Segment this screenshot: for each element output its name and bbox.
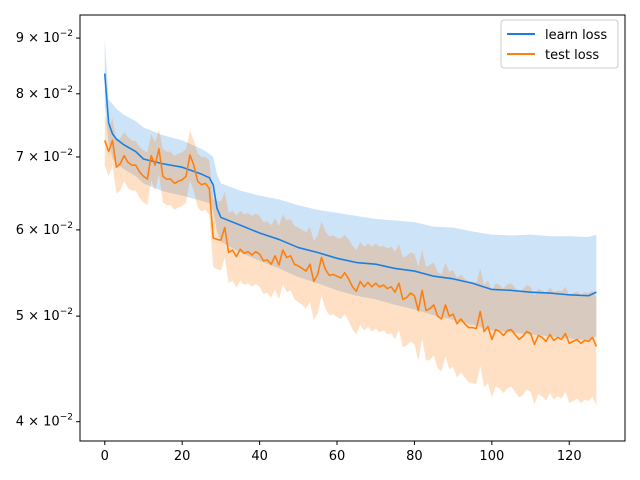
test-loss-line xyxy=(104,139,598,347)
y-tick-label: 4 × 10−2 xyxy=(16,413,73,430)
legend-box xyxy=(500,19,619,69)
x-tick-label: 60 xyxy=(329,449,346,464)
learn-loss-band xyxy=(104,39,597,341)
axes-frame xyxy=(79,14,626,442)
x-axis: 0 20 40 60 80 100 120 xyxy=(101,441,582,464)
x-tick-label: 40 xyxy=(251,449,268,464)
x-tick-label: 100 xyxy=(479,449,504,464)
y-tick-label: 9 × 10−2 xyxy=(16,29,73,46)
y-tick-label: 7 × 10−2 xyxy=(16,148,73,165)
legend-label-learn-loss: learn loss xyxy=(545,28,607,43)
legend-label-test-loss: test loss xyxy=(545,48,599,63)
y-tick-label: 6 × 10−2 xyxy=(16,221,73,238)
x-tick-label: 0 xyxy=(101,449,109,464)
x-tick-label: 20 xyxy=(174,449,191,464)
series-lines xyxy=(103,73,598,347)
y-tick-label: 5 × 10−2 xyxy=(16,307,73,324)
learn-loss-line xyxy=(103,73,597,297)
y-axis: 4 × 10−2 5 × 10−2 6 × 10−2 7 × 10−2 8 × 10−2… xyxy=(16,29,80,430)
legend: learn loss test loss xyxy=(500,19,619,69)
y-tick-label: 8 × 10−2 xyxy=(16,85,73,102)
x-tick-label: 120 xyxy=(557,449,582,464)
x-tick-label: 80 xyxy=(406,449,423,464)
